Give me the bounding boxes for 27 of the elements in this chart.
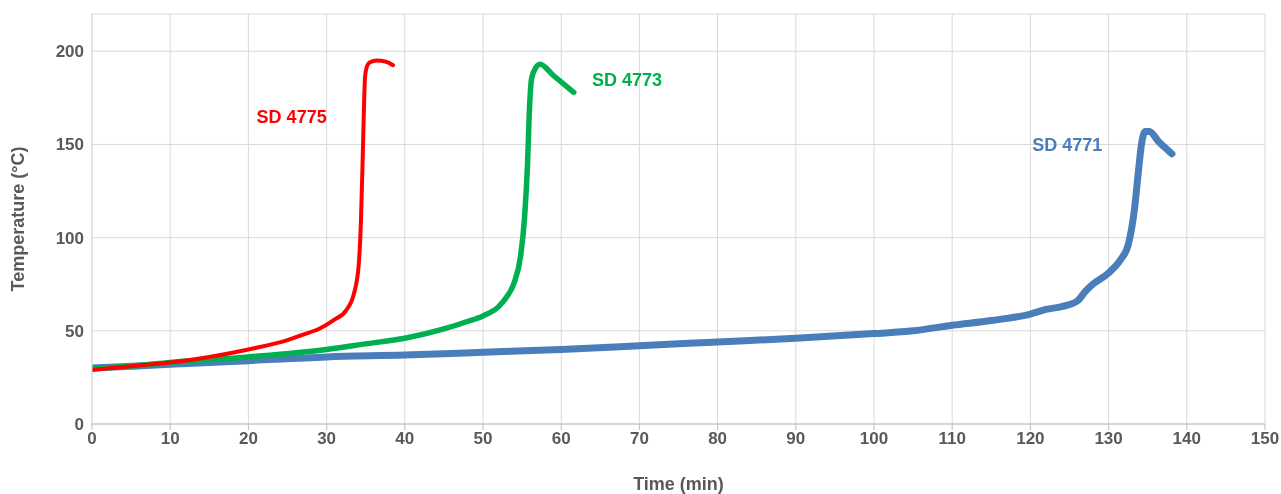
text: SD 4775 bbox=[256, 107, 327, 128]
y-tick-label: 150 bbox=[55, 135, 84, 155]
series-label: SD 4773 bbox=[592, 70, 663, 91]
x-tick-label: 90 bbox=[786, 429, 806, 449]
x-tick-label: 140 bbox=[1172, 429, 1201, 449]
x-tick-label: 100 bbox=[859, 429, 889, 449]
x-axis-title: Time (min) bbox=[633, 474, 724, 494]
x-tick-label: 70 bbox=[629, 429, 649, 449]
y-tick-label: 50 bbox=[65, 321, 84, 341]
x-tick-label: 60 bbox=[551, 429, 571, 449]
x-tick-label: 40 bbox=[395, 429, 415, 449]
x-tick-label: 120 bbox=[1016, 429, 1045, 449]
x-tick-label: 80 bbox=[708, 429, 728, 449]
text: SD 4771 bbox=[1032, 135, 1103, 156]
x-tick-label: 50 bbox=[473, 429, 493, 449]
x-tick-label: 10 bbox=[160, 429, 180, 449]
y-tick-label: 0 bbox=[74, 415, 84, 435]
x-tick-label: 20 bbox=[238, 429, 258, 449]
x-tick-label: 110 bbox=[938, 429, 966, 449]
y-axis-title: Temperature (°C) bbox=[8, 146, 29, 292]
line-series bbox=[92, 58, 396, 372]
x-tick-label: 0 bbox=[87, 429, 97, 449]
x-tick-label: 30 bbox=[317, 429, 337, 449]
y-tick-label: 100 bbox=[55, 228, 84, 248]
x-tick-label: 150 bbox=[1250, 429, 1280, 449]
y-tick-label: 200 bbox=[55, 42, 84, 62]
x-tick-label: 130 bbox=[1094, 429, 1123, 449]
